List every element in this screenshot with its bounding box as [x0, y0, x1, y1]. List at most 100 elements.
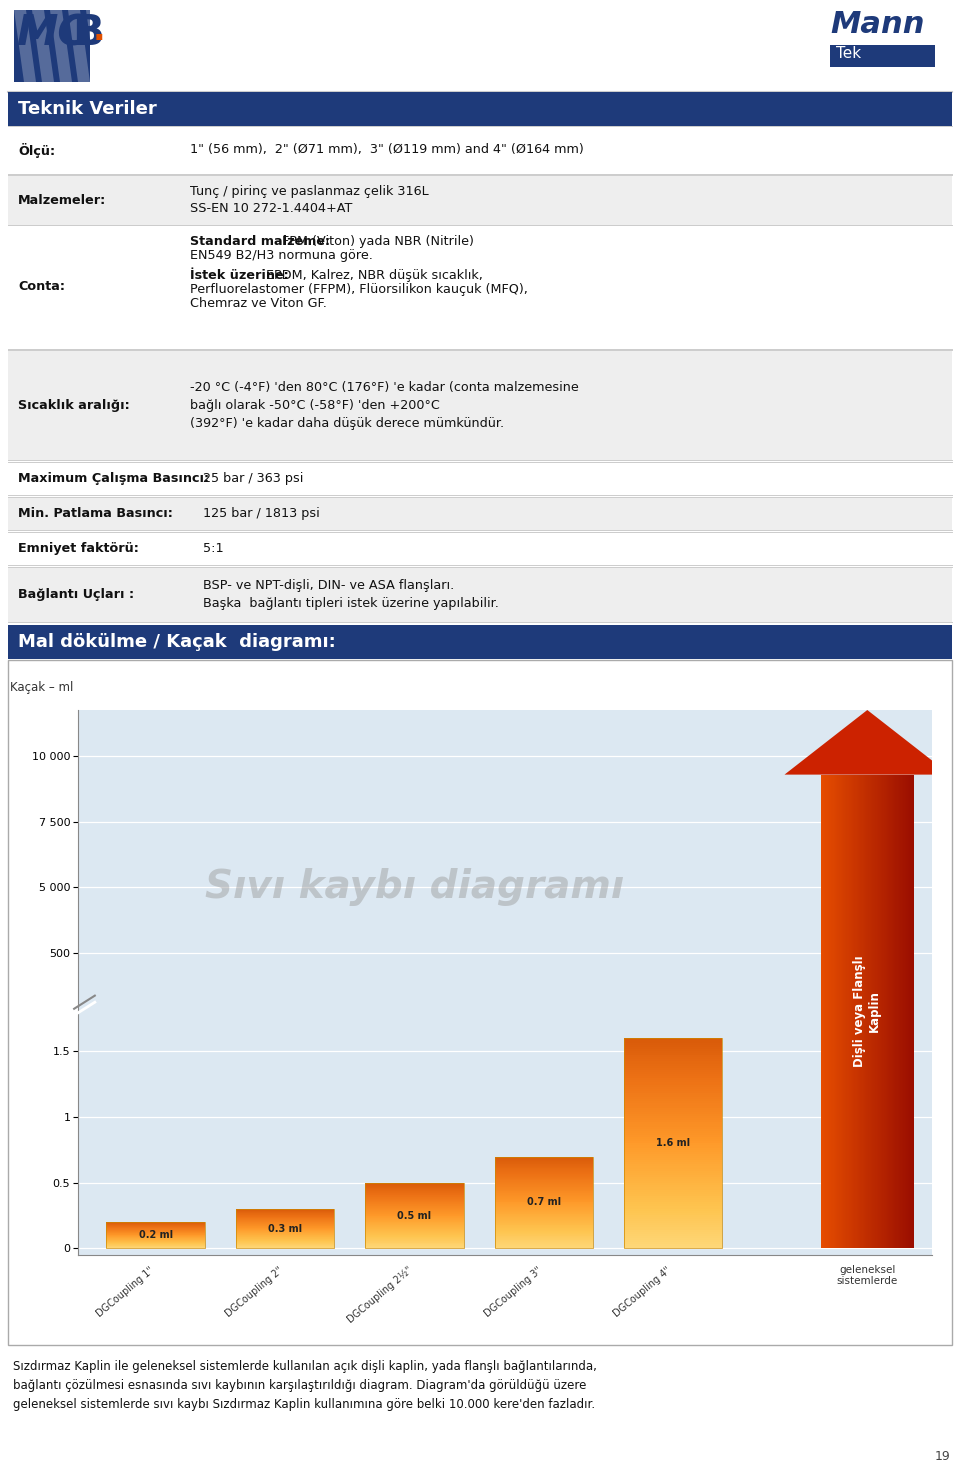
Bar [624, 1192, 722, 1193]
Bar [900, 774, 901, 1248]
Bar [624, 1124, 722, 1127]
Bar [624, 1094, 722, 1097]
Bar [869, 774, 870, 1248]
Bar [624, 1120, 722, 1123]
Bar [624, 1202, 722, 1204]
Bar [624, 1227, 722, 1229]
Text: DGCoupling 4": DGCoupling 4" [612, 1264, 673, 1319]
Bar [903, 774, 904, 1248]
Bar [861, 774, 863, 1248]
Bar [624, 1211, 722, 1213]
Text: Ölçü:: Ölçü: [18, 142, 55, 158]
Bar [624, 1196, 722, 1198]
Bar [894, 774, 896, 1248]
Bar [624, 1238, 722, 1241]
Bar [876, 774, 877, 1248]
Bar [624, 1109, 722, 1112]
Bar [624, 1102, 722, 1103]
Bar [8, 660, 952, 1346]
Bar [365, 1183, 464, 1248]
Bar [850, 774, 851, 1248]
Bar [8, 496, 952, 530]
Bar [825, 774, 826, 1248]
Text: 25 bar / 363 psi: 25 bar / 363 psi [203, 473, 303, 484]
Bar [624, 1043, 722, 1044]
Bar [624, 1084, 722, 1087]
Bar [624, 1058, 722, 1059]
Bar [624, 1059, 722, 1062]
Bar [624, 1097, 722, 1099]
Bar [624, 1167, 722, 1168]
Bar [905, 774, 907, 1248]
Bar [624, 1213, 722, 1214]
Polygon shape [86, 10, 108, 83]
Bar [823, 774, 825, 1248]
Bar [624, 1179, 722, 1182]
Bar [624, 1118, 722, 1120]
Bar [822, 774, 823, 1248]
Polygon shape [68, 10, 90, 83]
Bar [624, 1068, 722, 1069]
Bar [624, 1083, 722, 1084]
Polygon shape [784, 710, 950, 774]
Bar [902, 774, 903, 1248]
Bar [886, 774, 887, 1248]
Bar [624, 1174, 722, 1177]
Bar [624, 1078, 722, 1080]
Bar [624, 1133, 722, 1134]
Bar [891, 774, 892, 1248]
Bar [897, 774, 898, 1248]
Bar [858, 774, 859, 1248]
Bar [624, 1207, 722, 1208]
Text: Kaçak – ml: Kaçak – ml [10, 681, 73, 694]
Bar [899, 774, 900, 1248]
Polygon shape [14, 10, 90, 83]
Text: .: . [93, 13, 106, 47]
Bar [624, 1223, 722, 1226]
Bar [864, 774, 865, 1248]
Bar [624, 1214, 722, 1217]
Bar [8, 350, 952, 459]
Bar [624, 1055, 722, 1058]
Bar [844, 774, 845, 1248]
Bar [624, 1152, 722, 1154]
Bar [624, 1114, 722, 1117]
Bar [841, 774, 842, 1248]
Text: Conta:: Conta: [18, 281, 65, 294]
Bar [624, 1189, 722, 1192]
Bar [848, 774, 849, 1248]
Bar [624, 1117, 722, 1118]
Bar [624, 1236, 722, 1238]
Text: Malzemeler:: Malzemeler: [18, 193, 107, 207]
Bar [870, 774, 871, 1248]
Bar [843, 774, 844, 1248]
Bar [624, 1162, 722, 1164]
Bar [494, 1156, 593, 1248]
Bar [828, 774, 830, 1248]
Bar [624, 1123, 722, 1124]
Bar [624, 1193, 722, 1196]
Bar [892, 774, 893, 1248]
Bar [624, 1244, 722, 1247]
Bar [624, 1233, 722, 1236]
Text: Mann: Mann [830, 10, 924, 38]
Bar [624, 1074, 722, 1077]
Bar [882, 774, 883, 1248]
Bar [624, 1092, 722, 1093]
Bar [909, 774, 910, 1248]
Polygon shape [50, 10, 72, 83]
Bar [624, 1093, 722, 1094]
Bar [624, 1103, 722, 1106]
Text: 0.5 ml: 0.5 ml [397, 1211, 431, 1220]
Bar [624, 1134, 722, 1137]
Bar [624, 1159, 722, 1162]
Bar [624, 1108, 722, 1109]
Bar [624, 1242, 722, 1244]
Bar [912, 774, 913, 1248]
Bar [624, 1077, 722, 1078]
Bar [852, 774, 853, 1248]
Bar [624, 1168, 722, 1171]
Bar [901, 774, 902, 1248]
Polygon shape [32, 10, 54, 83]
Bar [624, 1044, 722, 1047]
